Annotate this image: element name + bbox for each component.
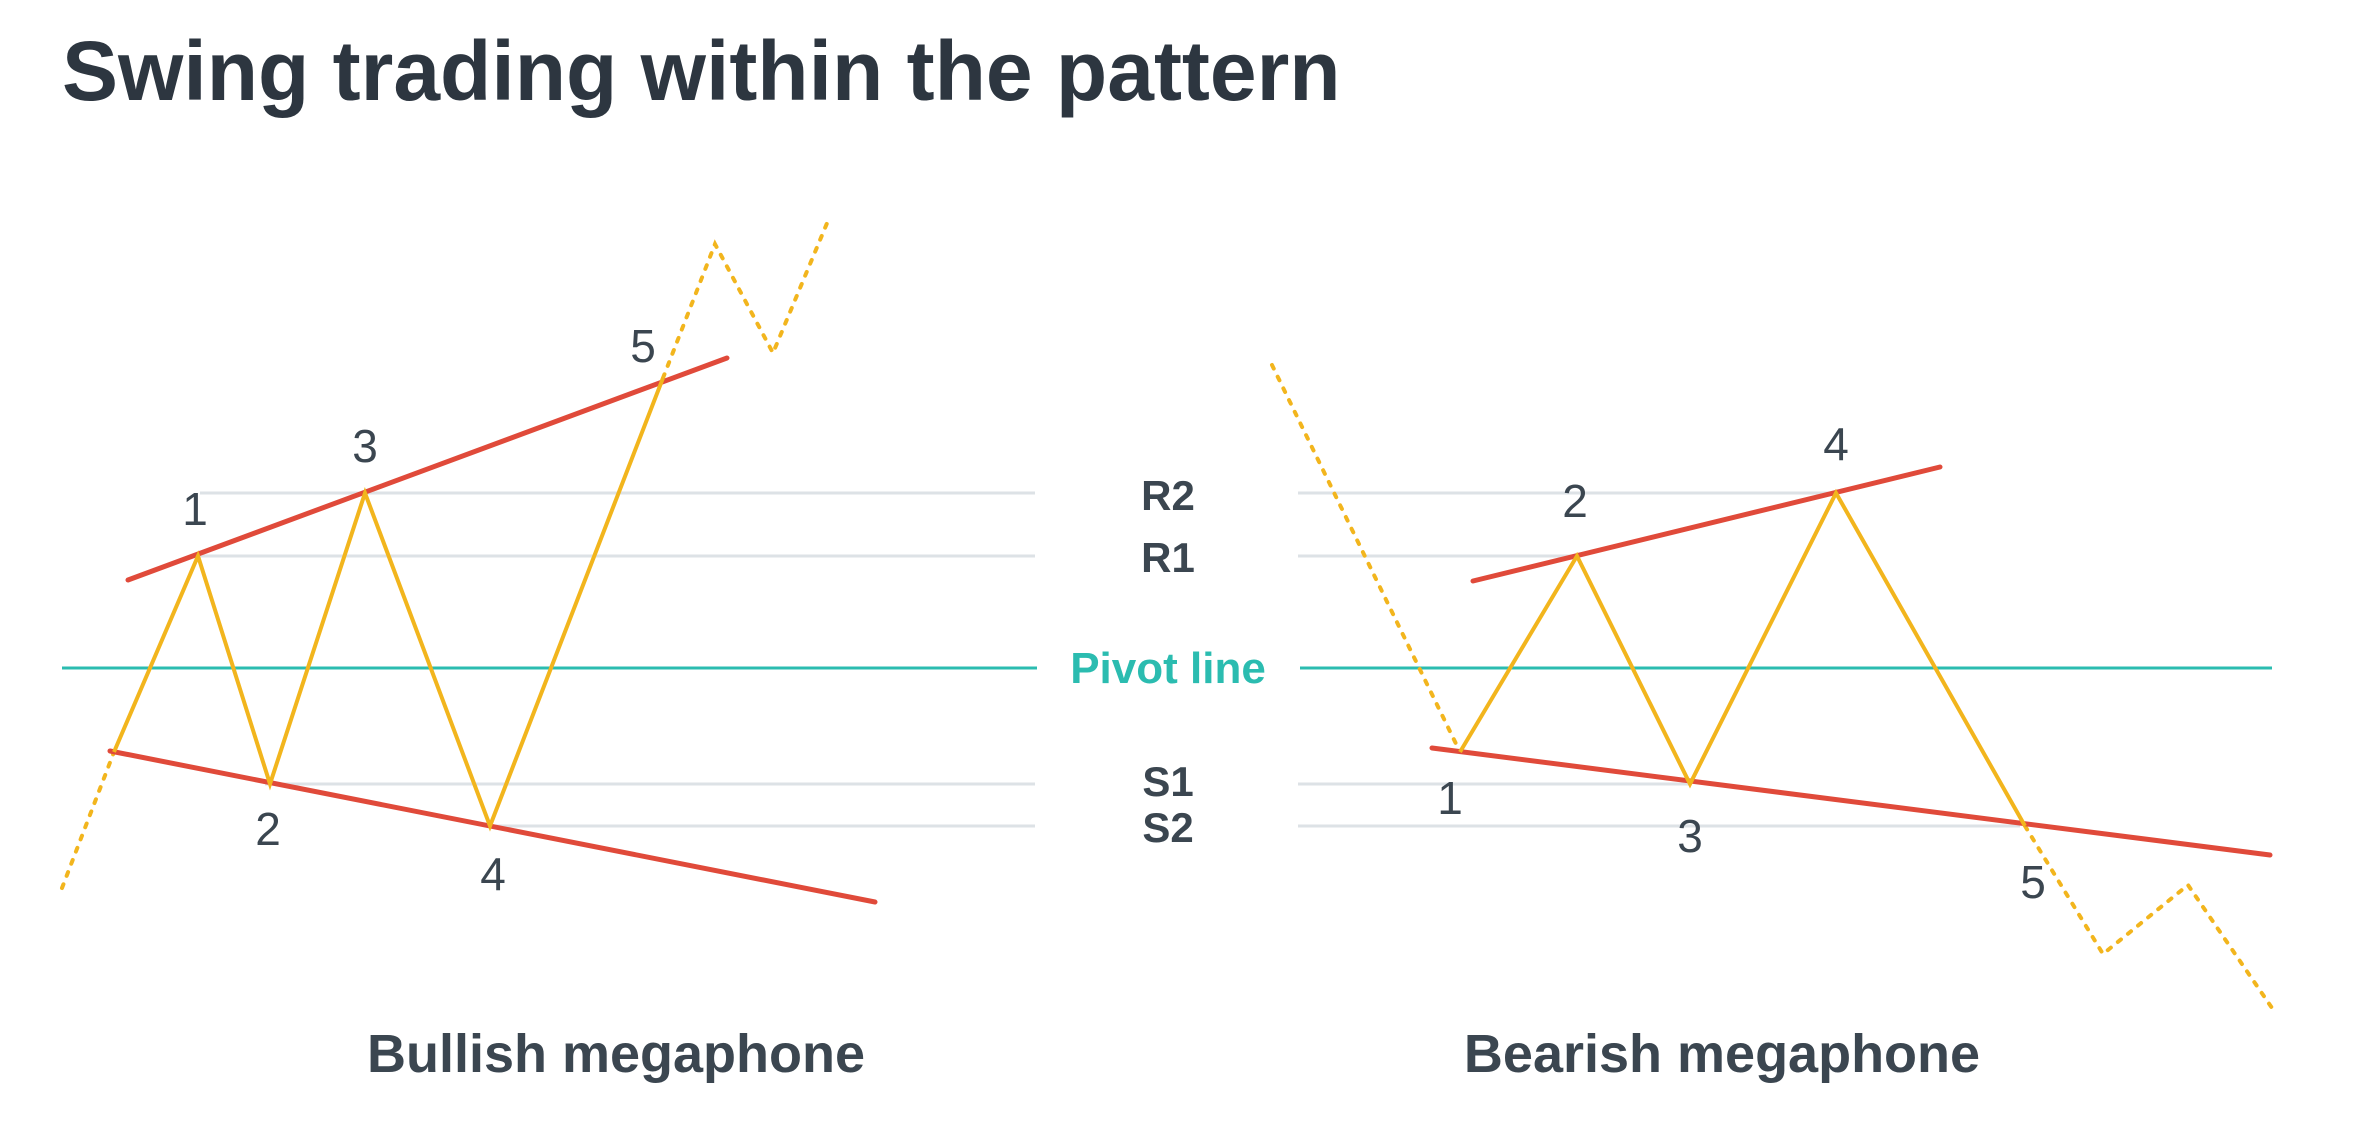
bearish-upper-trendline (1470, 464, 1943, 584)
bullish-point-5: 5 (630, 320, 656, 372)
bullish-point-1: 1 (182, 483, 208, 535)
bullish-lower-trendline (107, 748, 878, 905)
bearish-point-2: 2 (1562, 475, 1588, 527)
bullish-point-3: 3 (352, 420, 378, 472)
bearish-caption: Bearish megaphone (1464, 1024, 1980, 1084)
bullish-point-4: 4 (480, 848, 506, 900)
bullish-megaphone: 1 2 3 4 5 Bullish megaphone (60, 214, 878, 1084)
level-lines-right (1298, 491, 2020, 828)
bearish-point-5: 5 (2020, 856, 2046, 908)
bearish-point-4: 4 (1823, 418, 1849, 470)
page-title: Swing trading within the pattern (62, 24, 1341, 118)
s1-label: S1 (1142, 758, 1193, 805)
r2-label: R2 (1141, 472, 1195, 519)
r1-label: R1 (1141, 534, 1195, 581)
bullish-lead-in-dotted (60, 750, 116, 890)
bearish-price-path (1458, 488, 2027, 827)
bullish-breakout-dotted (661, 214, 832, 380)
bearish-point-1: 1 (1437, 772, 1463, 824)
bearish-lower-trendline (1429, 745, 2273, 858)
bullish-point-2: 2 (255, 803, 281, 855)
bullish-price-path (112, 377, 665, 832)
pivot-line-label: Pivot line (1070, 644, 1266, 693)
bearish-megaphone: 1 2 3 4 5 Bearish megaphone (1270, 363, 2274, 1084)
bearish-point-3: 3 (1677, 810, 1703, 862)
bearish-lead-in-dotted (1270, 363, 1462, 754)
bullish-caption: Bullish megaphone (367, 1024, 865, 1084)
bullish-upper-trendline (125, 355, 730, 583)
level-lines-left (200, 491, 1035, 828)
bearish-breakdown-dotted (2023, 824, 2274, 1010)
s2-label: S2 (1142, 804, 1193, 851)
